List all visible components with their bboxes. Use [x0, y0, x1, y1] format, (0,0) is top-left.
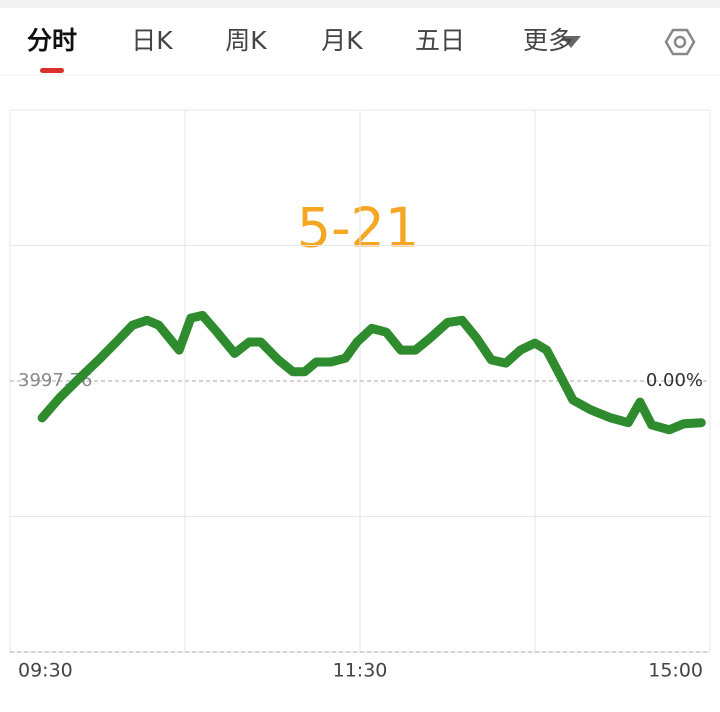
tab[interactable]: 月K: [321, 26, 363, 55]
price-line: [37, 310, 706, 435]
tab[interactable]: 分时: [27, 26, 77, 55]
dropdown-arrow: [561, 36, 581, 48]
tab-underline: [40, 68, 64, 73]
chart-title: 5-21: [297, 197, 420, 260]
tab[interactable]: 日K: [131, 26, 173, 55]
x-tick-label: 15:00: [648, 660, 703, 682]
tab[interactable]: 五日: [415, 26, 465, 55]
status-strip: [0, 0, 720, 8]
settings-icon[interactable]: [664, 28, 696, 56]
x-tick-label: 11:30: [333, 660, 388, 682]
y-tick-label: 0.00%: [646, 370, 703, 391]
tab[interactable]: 更多: [523, 26, 573, 55]
tab[interactable]: 周K: [225, 26, 267, 55]
x-tick-label: 09:30: [18, 660, 73, 682]
